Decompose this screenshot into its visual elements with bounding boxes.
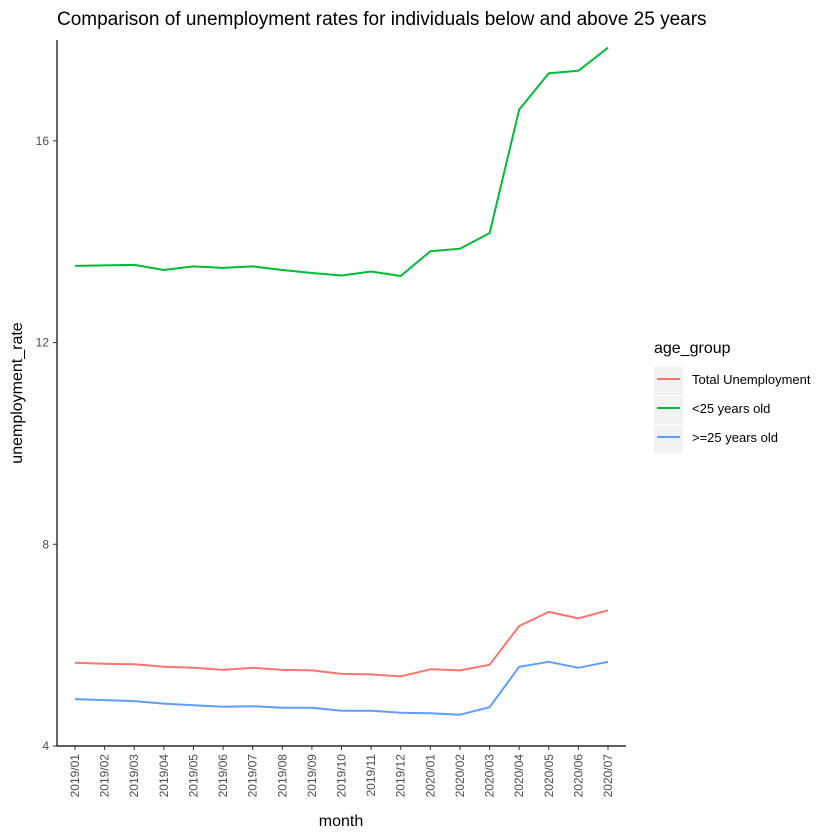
x-tick-label: 2019/11: [364, 754, 378, 797]
x-tick-label: 2019/05: [186, 754, 200, 798]
legend-label: >=25 years old: [692, 430, 778, 445]
legend-label: Total Unemployment: [692, 372, 811, 387]
x-tick-label: 2020/01: [423, 754, 437, 798]
x-tick-label: 2019/09: [305, 754, 319, 798]
x-tick-label: 2019/03: [127, 754, 141, 798]
series-line-1: [74, 46, 609, 277]
y-ticks: 4 8 12 16: [36, 134, 57, 753]
chart-title: Comparison of unemployment rates for ind…: [57, 9, 707, 30]
x-tick-label: 2020/03: [483, 754, 497, 798]
x-tick-label: 2020/05: [542, 754, 556, 798]
x-tick-label: 2019/10: [335, 754, 349, 798]
y-tick-label: 4: [42, 739, 49, 753]
x-axis-title: month: [319, 813, 363, 830]
y-tick-label: 16: [36, 134, 50, 148]
x-tick-label: 2019/07: [246, 754, 260, 798]
legend-key-bg: [654, 425, 683, 453]
x-tick-label: 2020/07: [601, 754, 615, 798]
x-tick-label: 2020/02: [453, 754, 467, 798]
x-tick-label: 2019/02: [98, 754, 112, 798]
x-tick-label: 2020/04: [512, 754, 526, 798]
legend-key-bg: [654, 396, 683, 424]
legend-label: <25 years old: [692, 401, 770, 416]
legend-title: age_group: [654, 340, 731, 357]
x-ticks: 2019/01 2019/02 2019/03 2019/04 2019/05 2019/…: [68, 746, 615, 797]
x-tick-label: 2019/01: [68, 754, 82, 798]
legend-items: Total Unemployment <25 years old >=25 year…: [654, 367, 811, 453]
x-tick-label: 2019/12: [394, 754, 408, 798]
y-tick-label: 12: [36, 336, 50, 350]
legend: age_group Total Unemployment <25 years ol…: [654, 340, 811, 453]
series-lines: [74, 46, 609, 716]
y-axis-title: unemployment_rate: [9, 322, 26, 464]
x-tick-label: 2020/06: [571, 754, 585, 798]
legend-key-bg: [654, 367, 683, 395]
x-tick-label: 2019/08: [275, 754, 289, 798]
x-tick-label: 2019/06: [216, 754, 230, 798]
series-line-2: [74, 660, 609, 716]
y-tick-label: 8: [42, 537, 49, 551]
x-tick-label: 2019/04: [157, 754, 171, 798]
series-line-0: [74, 609, 609, 678]
